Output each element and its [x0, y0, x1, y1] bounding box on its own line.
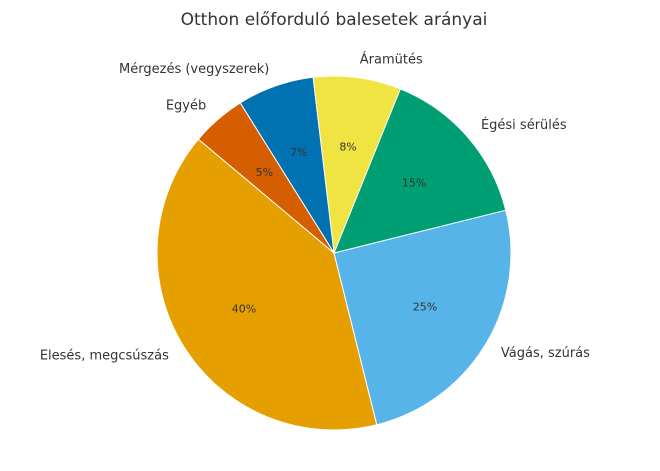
slice-label: Áramütés: [360, 52, 423, 68]
slice-label: Égési sérülés: [481, 117, 567, 133]
slice-label: Egyéb: [166, 99, 206, 114]
value-label: 40%: [232, 302, 256, 315]
pie-slice: [197, 102, 335, 254]
pie-slice: [312, 75, 401, 254]
slice-label: Mérgezés (vegyszerek): [119, 62, 269, 77]
chart-title: Otthon előforduló balesetek arányai: [181, 10, 488, 30]
slice-label: Elesés, megcsúszás: [40, 349, 169, 364]
value-label: 8%: [339, 141, 356, 154]
slice-label: Vágás, szúrás: [501, 346, 590, 361]
value-label: 5%: [256, 166, 273, 179]
pie-slice: [333, 88, 507, 254]
value-label: 15%: [402, 176, 426, 189]
value-label: 25%: [413, 301, 437, 314]
value-label: 7%: [290, 146, 307, 159]
pie-slice: [156, 138, 378, 431]
pie-slice: [333, 209, 512, 426]
